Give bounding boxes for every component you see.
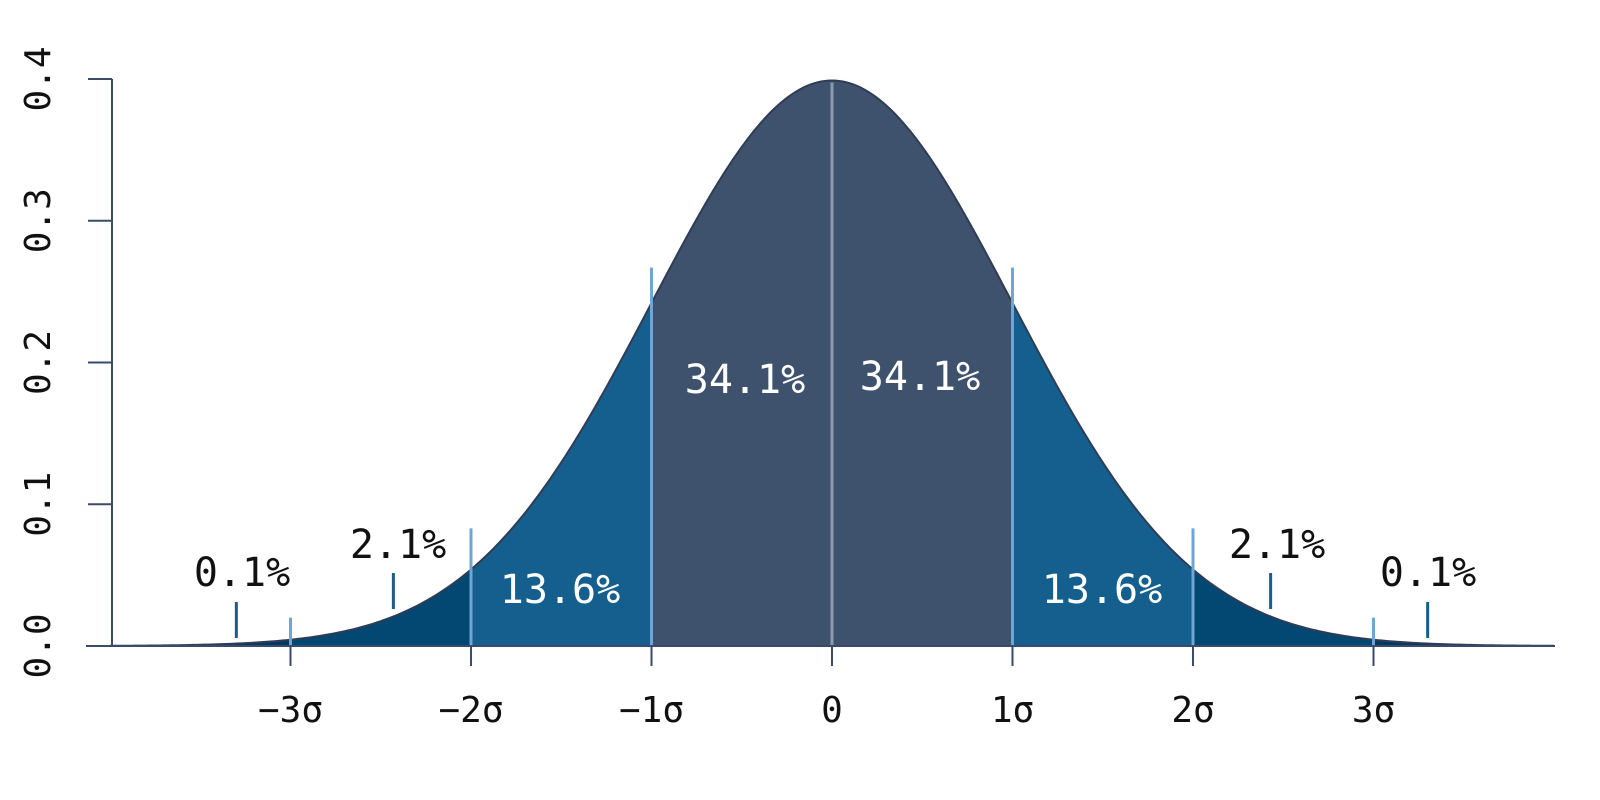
y-tick-label: 0.1 <box>18 472 59 537</box>
percent-label: 13.6% <box>500 567 620 613</box>
percent-label: 13.6% <box>1042 567 1162 613</box>
region-6 <box>110 639 291 646</box>
x-ticks: −3σ −2σ −1σ 0 1σ 2σ 3σ <box>258 646 1395 731</box>
percent-label: 0.1% <box>194 550 290 596</box>
y-ticks: 0.0 0.1 0.2 0.3 0.4 <box>18 46 112 679</box>
percent-label: 34.1% <box>860 354 980 400</box>
region-4 <box>290 569 471 646</box>
percent-labels: 34.1% 34.1% 13.6% 13.6% 2.1% 2.1% 0.1% 0.1% <box>194 354 1476 613</box>
x-tick-label: 3σ <box>1352 690 1395 731</box>
x-tick-label: 1σ <box>991 690 1034 731</box>
x-tick-label: −1σ <box>619 690 684 731</box>
y-tick-label: 0.0 <box>18 613 59 678</box>
x-tick-label: −3σ <box>258 690 323 731</box>
x-tick-label: 2σ <box>1171 690 1214 731</box>
sigma-dividers <box>289 82 1375 646</box>
tail-pointers <box>234 573 1430 638</box>
region-1 <box>832 80 1013 646</box>
percent-label: 2.1% <box>350 522 446 568</box>
y-tick-label: 0.3 <box>18 188 59 253</box>
region-7 <box>1373 639 1554 646</box>
percent-label: 2.1% <box>1229 522 1325 568</box>
region-0 <box>651 80 832 646</box>
density-curve <box>109 79 1555 647</box>
y-tick-label: 0.4 <box>18 46 59 111</box>
y-tick-label: 0.2 <box>18 330 59 395</box>
x-tick-label: 0 <box>821 690 843 731</box>
percent-label: 0.1% <box>1380 550 1476 596</box>
percent-label: 34.1% <box>685 357 805 403</box>
region-5 <box>1193 569 1374 646</box>
x-tick-label: −2σ <box>438 690 503 731</box>
